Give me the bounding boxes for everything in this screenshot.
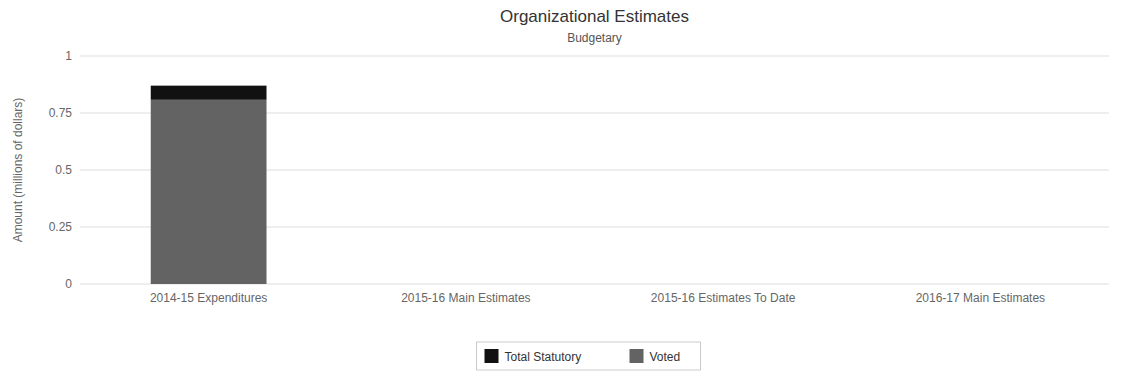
bar-segment (665, 284, 781, 285)
legend-label: Total Statutory (505, 350, 582, 364)
y-tick-label: 0.75 (49, 106, 73, 120)
title: Organizational Estimates (500, 7, 689, 26)
bar-segment (665, 284, 781, 285)
legend: Total Statutory Voted (477, 342, 701, 370)
bar-segment (408, 284, 524, 285)
bar-segment (922, 284, 1038, 285)
bar-segment (151, 86, 267, 100)
y-tick-label: 1 (65, 49, 72, 63)
bar-segment (151, 100, 267, 284)
y-tick-label: 0.25 (49, 220, 73, 234)
chart: Organizational Estimates Budgetary 0 0.25 0.… (0, 0, 1129, 384)
bar-segment (922, 284, 1038, 285)
x-tick-label: 2014-15 Expenditures (150, 291, 267, 305)
grid-line (80, 56, 1109, 57)
x-axis: 2014-15 Expenditures 2015-16 Main Estimat… (150, 291, 1045, 305)
x-tick-label: 2016-17 Main Estimates (916, 291, 1045, 305)
y-tick-label: 0.5 (55, 163, 72, 177)
y-axis-label: Amount (millions of dollars) (11, 98, 25, 243)
y-tick-label: 0 (65, 277, 72, 291)
x-tick-label: 2015-16 Main Estimates (401, 291, 530, 305)
legend-label: Voted (650, 350, 681, 364)
bars (151, 86, 267, 284)
legend-swatch (485, 349, 499, 363)
y-axis: 0 0.25 0.5 0.75 1 (49, 49, 1109, 291)
legend-swatch (630, 349, 644, 363)
x-tick-label: 2015-16 Estimates To Date (651, 291, 796, 305)
bar-segment (408, 284, 524, 285)
legend-box (477, 342, 701, 370)
subtitle: Budgetary (567, 31, 622, 45)
